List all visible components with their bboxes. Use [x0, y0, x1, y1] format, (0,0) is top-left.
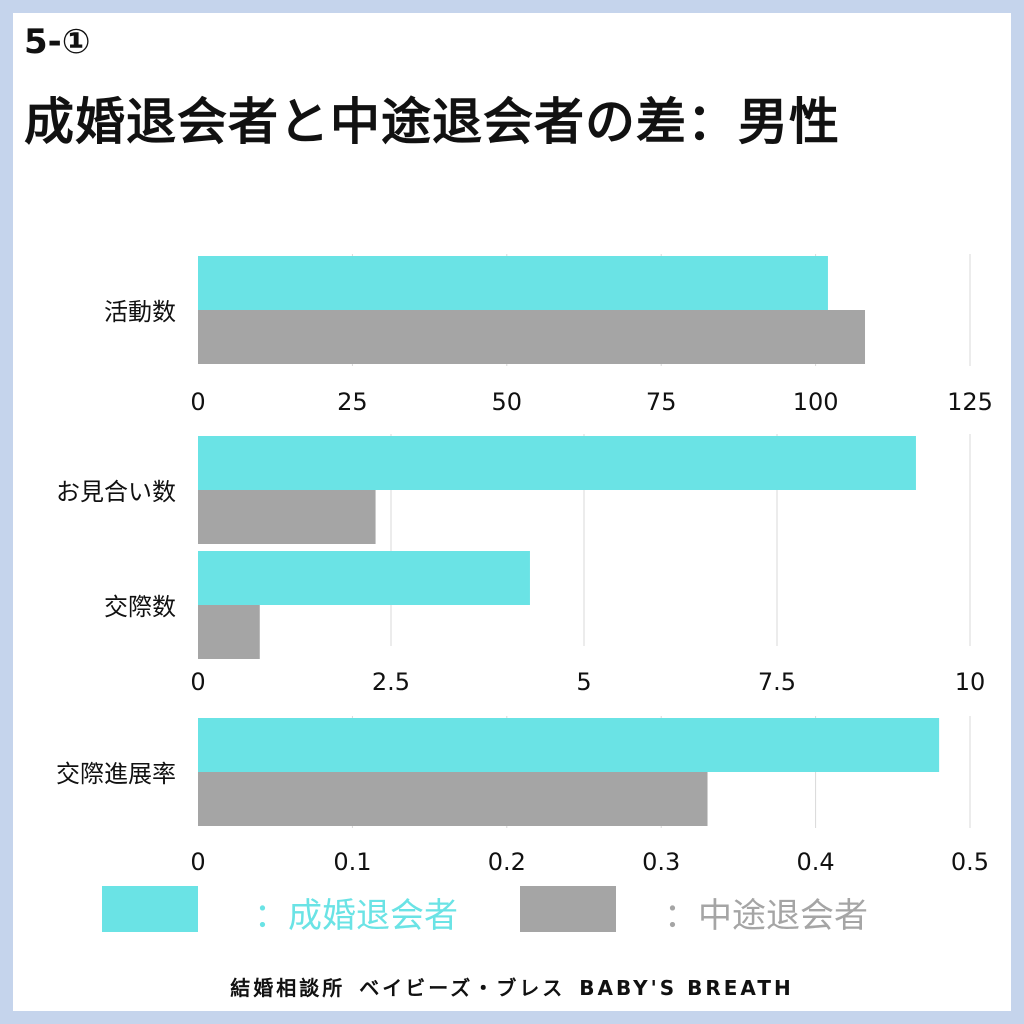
page-title: 成婚退会者と中途退会者の差：男性 — [24, 93, 840, 151]
tick-label-25: 25 — [337, 388, 368, 416]
tick-label-50: 50 — [492, 388, 523, 416]
tick-label-0: 0 — [190, 848, 205, 876]
bar-midway-3-1 — [198, 772, 708, 826]
tick-label-0.4: 0.4 — [797, 848, 835, 876]
footer-brand-en: BABY'S BREATH — [579, 976, 794, 1000]
legend-label-midway: ：中途退会者 — [664, 896, 868, 936]
section-number: 5-① — [24, 22, 91, 62]
tick-label-0: 0 — [190, 668, 205, 696]
tick-label-0.2: 0.2 — [488, 848, 526, 876]
tick-label-2.5: 2.5 — [372, 668, 410, 696]
bar-married-1-1 — [198, 256, 828, 310]
tick-label-5: 5 — [576, 668, 591, 696]
tick-label-0: 0 — [190, 388, 205, 416]
footer-brand: 結婚相談所 ベイビーズ・ブレス BABY'S BREATH — [0, 972, 1024, 1001]
chart-panel-1: 0 25 50 75 100 125 活動数 — [104, 254, 993, 416]
footer-agency: 結婚相談所 — [230, 976, 346, 1000]
bar-midway-2-2 — [198, 605, 260, 659]
legend-label-married: ：成婚退会者 — [254, 896, 458, 936]
category-label-2-1: お見合い数 — [56, 478, 176, 506]
category-label-3-1: 交際進展率 — [56, 760, 176, 788]
tick-label-100: 100 — [793, 388, 839, 416]
footer-brand-jp: ベイビーズ・ブレス — [359, 976, 566, 1000]
bar-midway-2-1 — [198, 490, 376, 544]
tick-label-75: 75 — [646, 388, 677, 416]
legend-swatch-married — [102, 886, 198, 932]
bar-married-2-1 — [198, 436, 916, 490]
tick-label-0.5: 0.5 — [951, 848, 989, 876]
category-label-2-2: 交際数 — [104, 593, 176, 621]
legend-swatch-midway — [520, 886, 616, 932]
category-label-1-1: 活動数 — [104, 298, 176, 326]
bar-married-3-1 — [198, 718, 940, 772]
bar-married-2-2 — [198, 551, 530, 605]
tick-label-125: 125 — [947, 388, 993, 416]
chart-panel-3: 0 0.1 0.2 0.3 0.4 0.5 交際進展率 — [56, 716, 989, 876]
tick-label-10: 10 — [955, 668, 986, 696]
bar-midway-1-1 — [198, 310, 866, 364]
tick-label-0.3: 0.3 — [642, 848, 680, 876]
tick-label-7.5: 7.5 — [758, 668, 796, 696]
tick-label-0.1: 0.1 — [333, 848, 371, 876]
